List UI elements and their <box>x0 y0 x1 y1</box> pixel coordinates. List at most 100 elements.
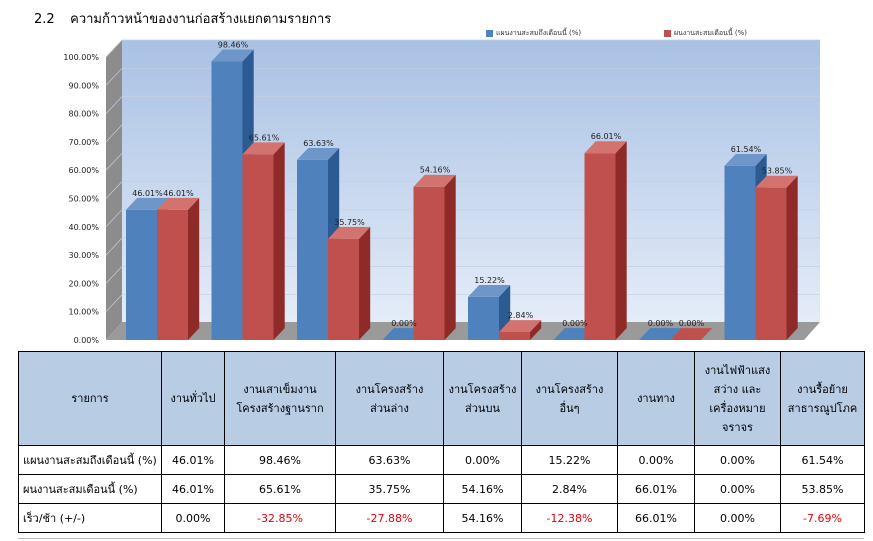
table-cell: 61.54% <box>780 445 865 475</box>
bar-side <box>444 174 456 340</box>
bar-side <box>786 175 798 340</box>
bar-top <box>584 141 627 154</box>
column-header: งานโครงสร้าง ส่วนล่าง <box>335 351 444 446</box>
table-row: ผนงานสะสมเดือนนี้ (%) 46.01% 65.61% 35.75% 5… <box>18 474 865 504</box>
data-labels: 46.01% 98.46% 63.63% 0.00% 15.22% 0.00% 0.00% 6… <box>132 40 792 328</box>
bar-actual <box>328 226 371 340</box>
data-label: 46.01% <box>132 189 163 198</box>
table-cell: 46.01% <box>161 474 225 504</box>
section-heading: 2.2 ความก้าวหน้าของงานก่อสร้างแยกตามรายก… <box>34 8 331 29</box>
data-label: 2.84% <box>508 311 534 320</box>
table-cell: 15.22% <box>521 445 618 475</box>
row-label: เร็ว/ช้า (+/-) <box>18 503 162 533</box>
data-label: 65.61% <box>249 133 280 142</box>
bar-series <box>126 49 798 341</box>
bar-top <box>755 175 798 188</box>
table-cell: 66.01% <box>617 474 695 504</box>
bar-top <box>242 142 285 155</box>
section-number: 2.2 <box>34 12 55 27</box>
table-cell: 63.63% <box>335 445 444 475</box>
bar-side <box>359 226 371 340</box>
table-row: เร็ว/ช้า (+/-) 0.00% -32.85% -27.88% 54.16% -… <box>18 503 865 533</box>
legend-label-actual: ผนงานสะสมเดือนนี้ (%) <box>674 29 747 37</box>
data-table: รายการ งานทั่วไป งานเสาเข็มงาน โครงสร้างฐ… <box>18 351 865 533</box>
data-label: 66.01% <box>591 132 622 141</box>
bar-actual <box>499 320 542 340</box>
gridline <box>105 39 820 58</box>
table-cell: 0.00% <box>694 503 781 533</box>
data-label: 35.75% <box>334 218 365 227</box>
bar-top <box>126 197 169 210</box>
bar-plan <box>639 328 682 340</box>
column-header: งานทาง <box>617 351 695 446</box>
chart-back-wall <box>122 40 820 322</box>
bottom-divider <box>18 538 864 539</box>
data-label: 54.16% <box>420 166 451 175</box>
bar-actual <box>670 328 713 340</box>
bar-top <box>499 320 542 332</box>
y-tick-label: 60.00% <box>68 166 99 175</box>
bar-chart: 0.00% 10.00% 20.00% 30.00% 40.00% 50.00% 60.00… <box>63 39 820 345</box>
data-label: 0.00% <box>391 319 417 328</box>
bar-front <box>499 331 530 340</box>
table-cell: 0.00% <box>694 445 781 475</box>
y-tick-label: 50.00% <box>68 195 99 204</box>
gridline <box>105 67 820 86</box>
bar-front <box>297 159 328 340</box>
section-title: ความก้าวหน้าของงานก่อสร้างแยกตามรายการ <box>70 12 332 27</box>
column-header: งานรื้อย้าย สาธารณูปโภค <box>780 351 865 446</box>
table-cell: 98.46% <box>224 445 336 475</box>
bar-front <box>413 186 445 340</box>
bar-front <box>242 154 274 340</box>
table-header-row: รายการ งานทั่วไป งานเสาเข็มงาน โครงสร้างฐ… <box>18 351 865 446</box>
bar-front <box>328 238 359 340</box>
column-header: งานโครงสร้าง อื่นๆ <box>521 351 618 446</box>
column-header-item: รายการ <box>18 351 162 446</box>
legend-swatch-actual <box>664 30 671 37</box>
y-tick-label: 40.00% <box>68 223 99 232</box>
table-cell: 0.00% <box>694 474 781 504</box>
bar-flat <box>639 328 682 340</box>
table-cell: 54.16% <box>443 503 522 533</box>
y-tick-label: 30.00% <box>68 251 99 260</box>
bar-front <box>211 61 243 340</box>
table-cell: 0.00% <box>443 445 522 475</box>
bar-front <box>126 209 157 340</box>
bar-top <box>297 148 340 160</box>
bar-actual <box>755 175 798 340</box>
bar-top <box>724 153 767 166</box>
y-tick-label: 90.00% <box>68 81 99 90</box>
y-tick-label: 100.00% <box>63 53 99 62</box>
table-cell: 53.85% <box>780 474 865 504</box>
table-cell: 2.84% <box>521 474 618 504</box>
bar-actual <box>413 174 456 340</box>
y-tick-label: 70.00% <box>68 138 99 147</box>
data-label: 98.46% <box>218 40 249 49</box>
bar-top <box>468 285 511 297</box>
column-header: งานโครงสร้าง ส่วนบน <box>443 351 522 446</box>
bar-actual <box>584 141 627 340</box>
bar-side <box>530 320 542 340</box>
gridline <box>105 96 820 114</box>
table-cell: 46.01% <box>161 445 225 475</box>
y-axis-tick-labels: 0.00% 10.00% 20.00% 30.00% 40.00% 50.00% 60.00… <box>63 53 99 345</box>
y-tick-label: 20.00% <box>68 279 99 288</box>
data-label: 63.63% <box>303 139 334 148</box>
table-cell: 0.00% <box>617 445 695 475</box>
table-cell: -12.38% <box>521 503 618 533</box>
bar-front <box>584 153 616 340</box>
bar-flat <box>670 328 713 340</box>
row-label: แผนงานสะสมถึงเดือนนี้ (%) <box>18 445 162 475</box>
table-cell: 0.00% <box>161 503 225 533</box>
bar-top <box>211 49 254 62</box>
bar-top <box>328 226 371 239</box>
data-label: 61.54% <box>731 145 762 154</box>
bar-actual <box>157 197 200 340</box>
bar-front <box>468 296 499 340</box>
data-label: 0.00% <box>679 319 705 328</box>
table-cell: 66.01% <box>617 503 695 533</box>
legend-label-plan: แผนงานสะสมถึงเดือนนี้ (%) <box>496 29 582 37</box>
gridline <box>105 124 820 143</box>
bar-front <box>157 209 188 340</box>
y-tick-label: 80.00% <box>68 110 99 119</box>
